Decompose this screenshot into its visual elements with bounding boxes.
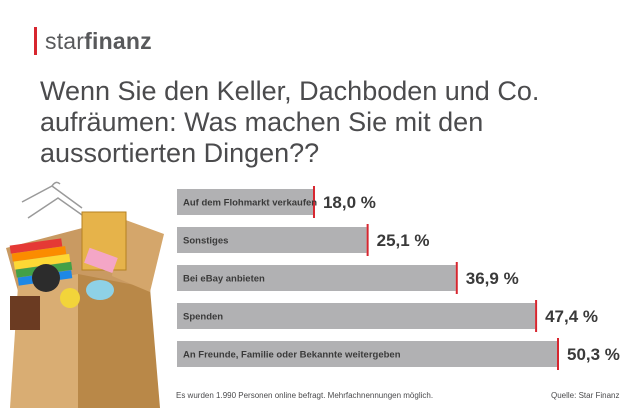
bar-value-3: 47,4 %	[545, 307, 598, 326]
bar-end-marker-2	[455, 262, 458, 294]
bar-end-marker-1	[366, 224, 369, 256]
bar-label-0: Auf dem Flohmarkt verkaufen	[183, 198, 317, 209]
source-note: Quelle: Star Finanz	[551, 391, 620, 400]
bar-label-4: An Freunde, Familie oder Bekannte weiter…	[183, 350, 401, 361]
bar-label-3: Spenden	[183, 312, 223, 323]
bar-end-marker-0	[312, 186, 315, 218]
brand-wordmark: starfinanz	[45, 28, 152, 55]
bar-value-1: 25,1 %	[377, 231, 430, 250]
bar-label-2: Bei eBay anbieten	[183, 274, 265, 285]
brand-suffix: finanz	[84, 27, 152, 54]
bar-3	[177, 303, 536, 329]
chart-title: Wenn Sie den Keller, Dachboden und Co. a…	[40, 76, 540, 168]
brand-accent-bar	[34, 27, 37, 55]
bar-4	[177, 341, 557, 367]
moving-box-illustration	[6, 181, 164, 408]
coffee-grinder	[10, 296, 40, 330]
brand-prefix: star	[45, 27, 85, 54]
bar-2	[177, 265, 456, 291]
bar-end-marker-3	[535, 300, 538, 332]
bar-end-marker-4	[557, 338, 559, 370]
footnote: Es wurden 1.990 Personen online befragt.…	[176, 391, 434, 400]
hanger-icon	[21, 181, 93, 223]
bar-0	[177, 189, 313, 215]
teapot	[32, 264, 60, 292]
cup	[86, 280, 114, 300]
brand-logo: starfinanz	[34, 27, 152, 55]
bar-value-0: 18,0 %	[323, 193, 376, 212]
bar-label-1: Sonstiges	[183, 236, 228, 247]
bar-value-2: 36,9 %	[466, 269, 519, 288]
bar-value-4: 50,3 %	[567, 345, 620, 364]
bar-1	[177, 227, 367, 253]
yellow-ball	[60, 288, 80, 308]
pink-item	[84, 247, 118, 273]
